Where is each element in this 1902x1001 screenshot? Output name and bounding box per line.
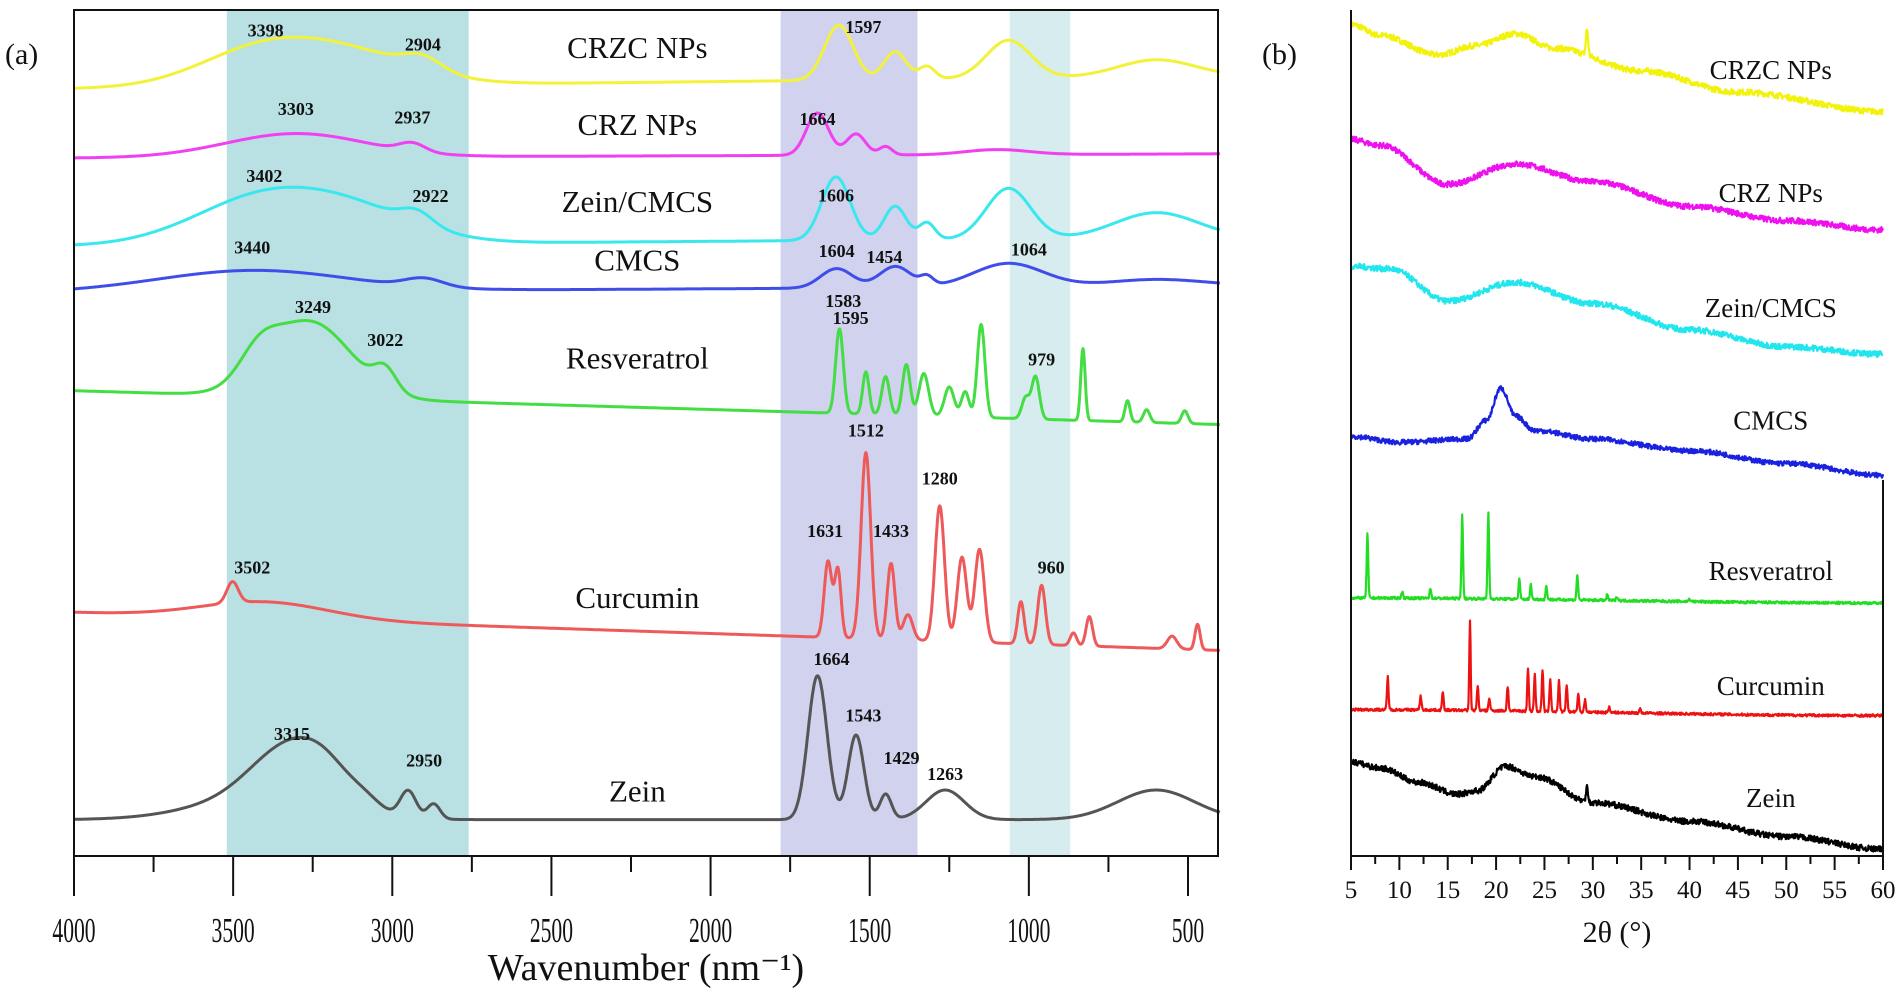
x-tick-label: 35: [1629, 877, 1654, 904]
peak-label-3440: 3440: [234, 238, 270, 258]
peak-label-3502: 3502: [234, 558, 270, 578]
x-tick-label: 3000: [371, 912, 414, 950]
ftir-line-crz-nps: [73, 111, 1221, 160]
xrd-line-zein: [1350, 758, 1885, 853]
xrd-label-resveratrol: Resveratrol: [1709, 556, 1833, 586]
x-tick-label: 1500: [848, 912, 891, 950]
panel-a-x-axis-title: Wavenumber (nm⁻¹): [488, 947, 804, 989]
x-tick-label: 60: [1871, 877, 1896, 904]
x-tick-label: 45: [1725, 877, 1750, 904]
peak-label-1280: 1280: [922, 469, 958, 489]
ftir-line-zein-cmcs: [73, 175, 1221, 247]
peak-label-1664: 1664: [800, 109, 836, 129]
panel-b-patterns: CRZC NPs CRZ NPs Zein/CMCS CMCS Resveratrol C…: [1349, 20, 1885, 853]
peak-label-2922: 2922: [412, 186, 448, 206]
panel-b-x-axis-title: 2θ (°): [1583, 916, 1652, 949]
peak-label-979: 979: [1028, 349, 1055, 369]
ftir-line-curcumin: [73, 451, 1221, 652]
peak-label-1583: 1583: [825, 291, 861, 311]
x-tick-label: 50: [1774, 877, 1799, 904]
ftir-label-zein-cmcs: Zein/CMCS: [562, 184, 714, 219]
peak-label-1433: 1433: [873, 521, 909, 541]
panel-a-frame: [73, 9, 1219, 857]
peak-label-1263: 1263: [927, 764, 963, 784]
shaded-region-3: [1009, 10, 1071, 856]
xrd-label-crzc-nps: CRZC NPs: [1710, 55, 1832, 85]
xrd-label-zein: Zein: [1746, 783, 1796, 813]
peak-label-3315: 3315: [274, 724, 310, 744]
peak-label-1454: 1454: [866, 247, 902, 267]
panel-a-label: (a): [5, 38, 38, 71]
peak-label-1606: 1606: [818, 185, 854, 205]
xrd-label-cmcs: CMCS: [1733, 405, 1808, 435]
xrd-label-curcumin: Curcumin: [1717, 671, 1825, 701]
peak-label-1429: 1429: [884, 748, 920, 768]
x-tick-label: 20: [1484, 877, 1509, 904]
peak-label-3303: 3303: [278, 99, 314, 119]
xrd-label-crz-nps: CRZ NPs: [1719, 178, 1823, 208]
xrd-line-resveratrol: [1350, 511, 1885, 606]
x-tick-label: 10: [1387, 877, 1412, 904]
ftir-label-curcumin: Curcumin: [575, 580, 699, 615]
ftir-label-resveratrol: Resveratrol: [566, 341, 709, 376]
peak-label-3249: 3249: [295, 297, 331, 317]
peak-label-1543: 1543: [845, 706, 881, 726]
peak-label-1597: 1597: [845, 17, 881, 37]
x-tick-label: 2500: [530, 912, 573, 950]
ftir-label-crz-nps: CRZ NPs: [577, 107, 697, 142]
peak-label-1631: 1631: [807, 521, 843, 541]
x-tick-label: 2000: [689, 912, 732, 950]
xrd-line-zein-cmcs: [1350, 262, 1884, 359]
peak-label-1512: 1512: [848, 420, 884, 440]
peak-label-960: 960: [1038, 558, 1065, 578]
xrd-line-crz-nps: [1349, 135, 1885, 234]
x-tick-label: 40: [1677, 877, 1702, 904]
peak-label-1604: 1604: [819, 241, 855, 261]
panel-a-axes: 4000 3500 3000 2500 2000 1500 1000 500: [52, 9, 1219, 950]
xrd-line-crzc-nps: [1349, 20, 1884, 116]
x-tick-label: 5: [1345, 877, 1358, 904]
xrd-label-zein-cmcs: Zein/CMCS: [1705, 293, 1837, 323]
x-tick-label: 3500: [212, 912, 255, 950]
x-tick-label: 15: [1435, 877, 1460, 904]
peak-label-1064: 1064: [1011, 239, 1047, 259]
ftir-line-resveratrol: [73, 319, 1221, 426]
panel-b-axes: 5 10 15 20 25 30 35 40 45 50 55 60: [1345, 10, 1896, 904]
peak-label-1664: 1664: [814, 649, 850, 669]
x-tick-label: 55: [1822, 877, 1847, 904]
ftir-line-cmcs: [73, 261, 1221, 292]
peak-label-3398: 3398: [248, 20, 284, 40]
ftir-label-zein: Zein: [609, 774, 666, 809]
ftir-label-cmcs: CMCS: [594, 242, 680, 277]
peak-label-2950: 2950: [406, 750, 442, 770]
panel-a-spectra: CRZC NPs CRZ NPs Zein/CMCS CMCS Resveratrol C…: [73, 23, 1221, 822]
x-tick-label: 4000: [52, 912, 95, 950]
x-tick-label: 1000: [1007, 912, 1050, 950]
ftir-line-crzc-nps: [73, 23, 1221, 90]
ftir-line-zein: [73, 674, 1221, 822]
xrd-line-curcumin: [1350, 619, 1885, 718]
xrd-line-cmcs: [1349, 385, 1885, 479]
shaded-region-1: [226, 10, 469, 856]
panel-b-label: (b): [1262, 38, 1297, 71]
peak-label-1595: 1595: [833, 308, 869, 328]
x-tick-label: 25: [1532, 877, 1557, 904]
peak-label-3402: 3402: [246, 166, 282, 186]
peak-label-2904: 2904: [405, 35, 441, 55]
peak-label-3022: 3022: [367, 330, 403, 350]
ftir-label-crzc-nps: CRZC NPs: [567, 30, 707, 65]
x-tick-label: 500: [1172, 912, 1204, 950]
peak-label-2937: 2937: [394, 107, 430, 127]
panel-a-peak-labels: 3398 2904 1597 3303 2937 1664 3402 2922 1606 3440…: [234, 17, 1064, 784]
x-tick-label: 30: [1580, 877, 1605, 904]
